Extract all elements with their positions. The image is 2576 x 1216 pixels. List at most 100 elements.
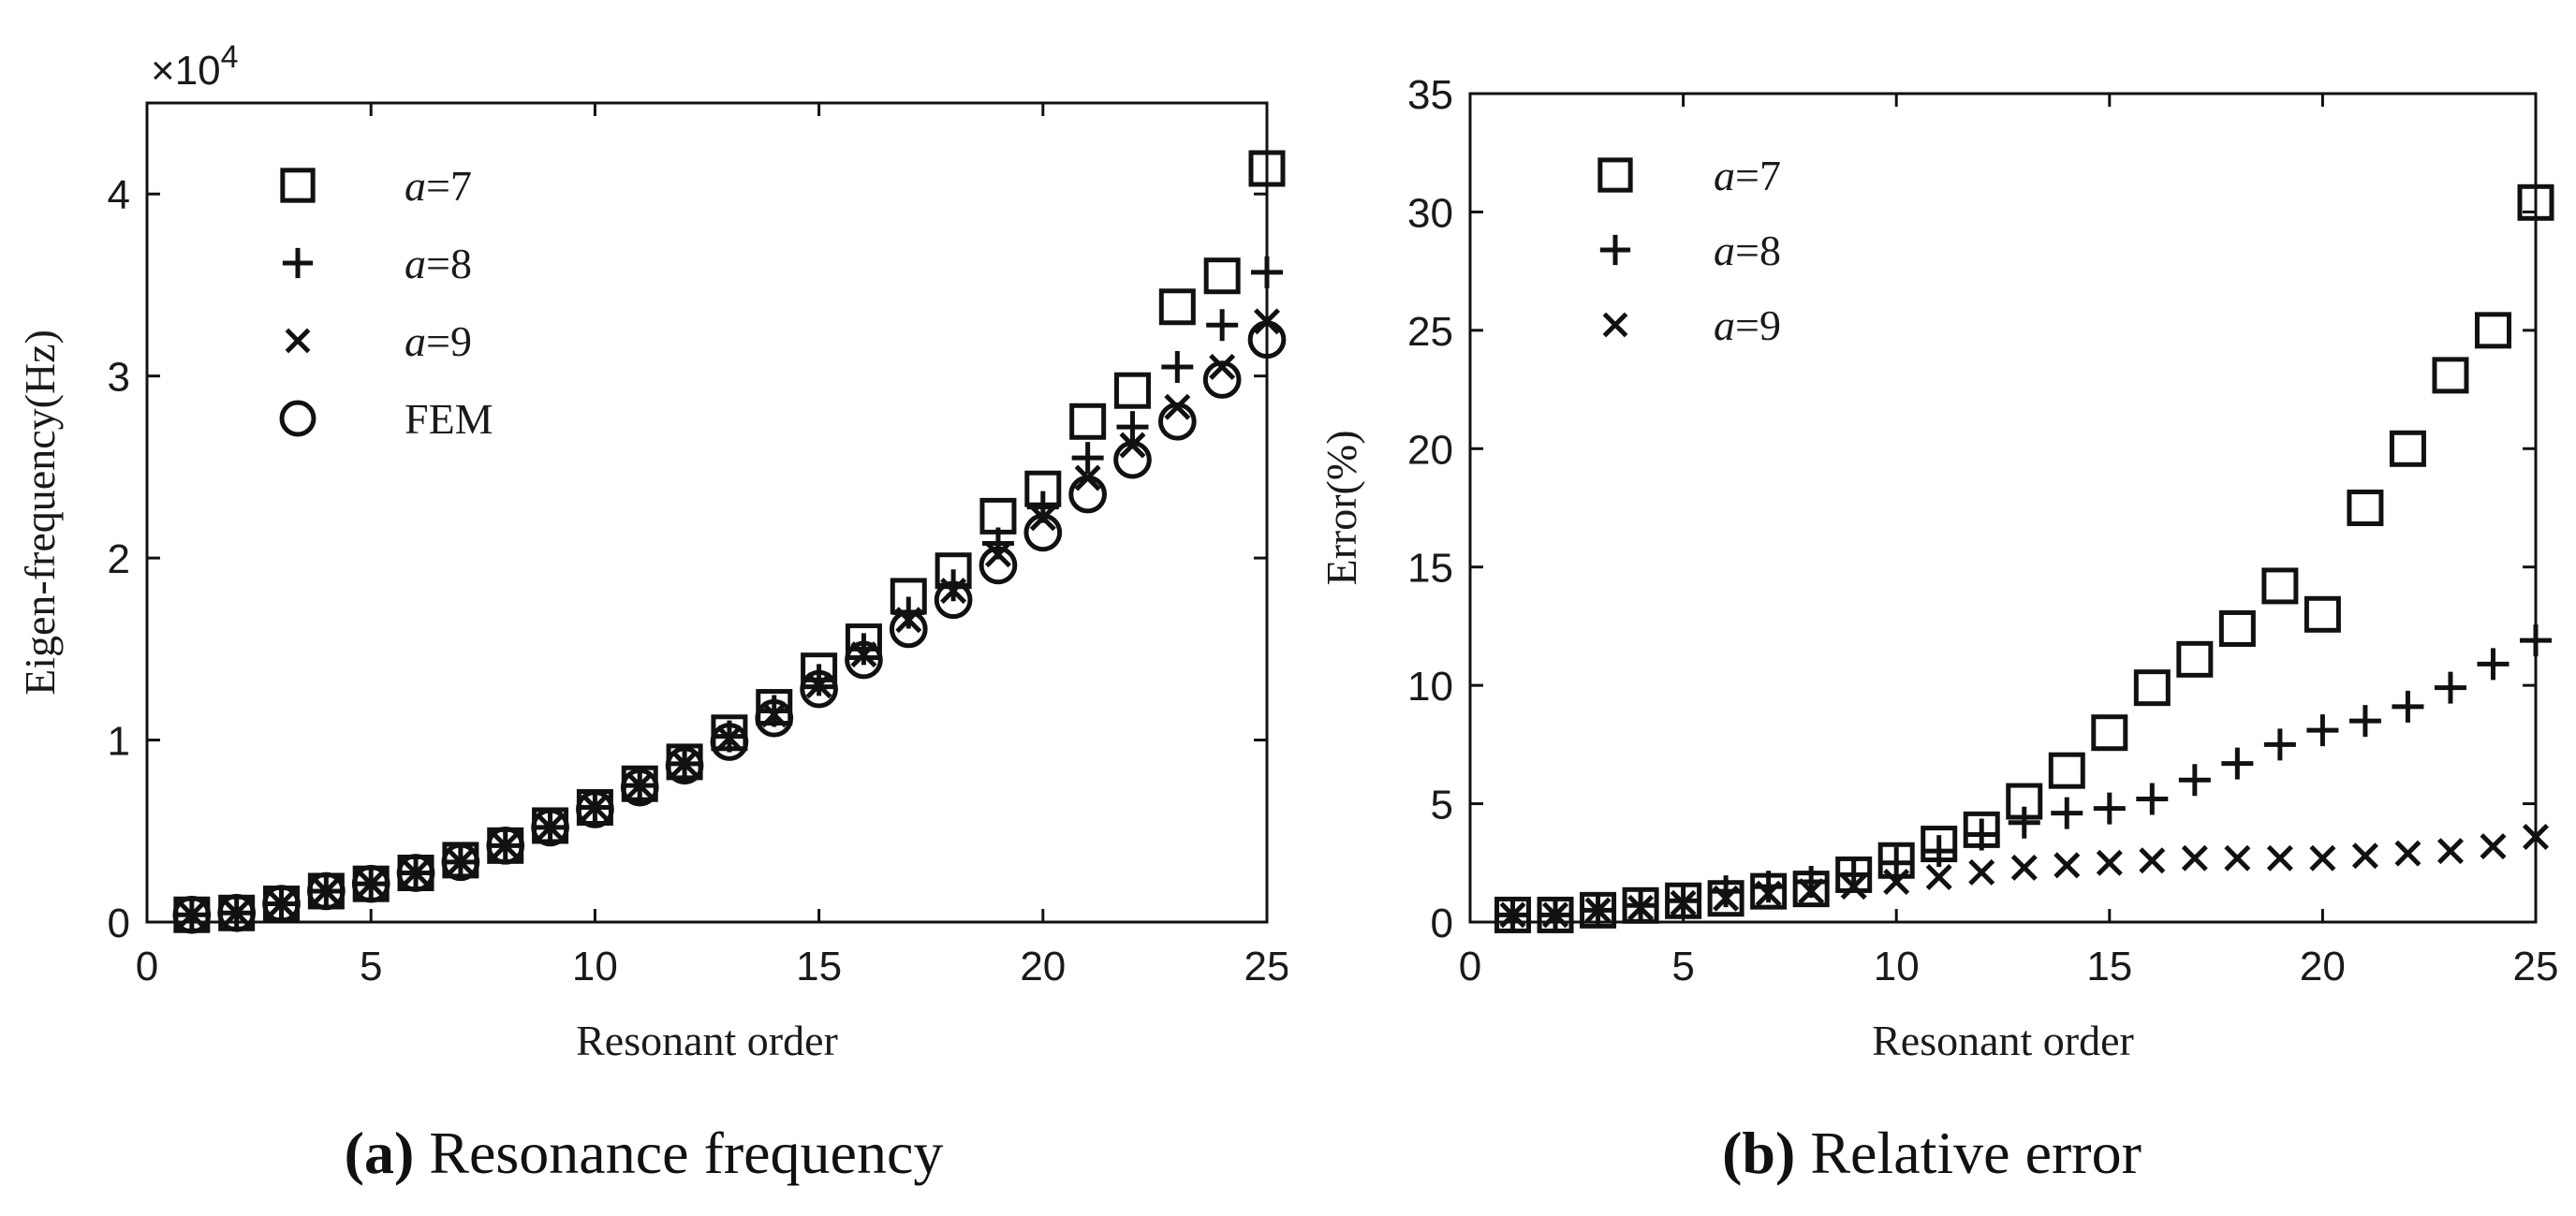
data-point xyxy=(2221,747,2254,780)
data-point xyxy=(620,768,659,807)
y-tick-label: 5 xyxy=(1431,783,1453,828)
data-point xyxy=(2266,844,2293,872)
x-tick-label: 0 xyxy=(1459,944,1481,989)
data-point xyxy=(1883,869,1910,896)
data-point xyxy=(1069,403,1107,440)
data-point xyxy=(447,848,474,875)
data-point xyxy=(1968,858,1995,886)
data-point xyxy=(1584,897,1612,924)
x-tick-label: 20 xyxy=(1020,944,1066,989)
data-point xyxy=(2263,728,2296,761)
data-point xyxy=(2474,312,2511,349)
plot-frame xyxy=(145,101,1269,924)
chart-resonance-frequency: 0 5 10 15 20 25 0 1 2 3 4 Resonant order Eigen-frequ… xyxy=(16,39,1288,1064)
x-tick-label: 25 xyxy=(2513,944,2559,989)
x-tick-label: 20 xyxy=(2300,944,2346,989)
axis-exponent-label: ×104 xyxy=(151,39,239,94)
data-point xyxy=(2053,852,2081,879)
x-tick-label: 10 xyxy=(1874,944,1920,989)
y-tick-label: 20 xyxy=(1407,427,1453,473)
data-point xyxy=(2347,490,2384,526)
data-point xyxy=(1247,320,1287,359)
data-point xyxy=(889,609,928,649)
caption-b: (b) Relative error xyxy=(1288,1119,2576,1188)
data-point xyxy=(2348,705,2381,738)
caption-tag: (a) xyxy=(344,1120,415,1186)
data-point xyxy=(2477,648,2510,681)
legend-marker xyxy=(282,247,314,279)
x-tick-label: 5 xyxy=(1671,944,1694,989)
legend-label: a=8 xyxy=(1714,227,1781,274)
y-tick-label: 25 xyxy=(1407,309,1453,355)
y-tick-label: 0 xyxy=(108,901,130,946)
x-tick-label: 5 xyxy=(360,944,382,989)
x-tick-label: 10 xyxy=(572,944,618,989)
data-point xyxy=(1206,309,1239,342)
legend-label: a=8 xyxy=(405,240,472,287)
data-point xyxy=(805,672,832,699)
data-point xyxy=(671,750,699,777)
data-point xyxy=(581,794,609,821)
y-tick-label: 15 xyxy=(1407,546,1453,592)
data-point xyxy=(934,580,973,620)
data-point xyxy=(1071,442,1104,475)
data-point xyxy=(1116,411,1149,444)
data-point xyxy=(576,790,614,828)
x-tick-label: 15 xyxy=(2086,944,2132,989)
data-point xyxy=(217,893,257,932)
data-point xyxy=(1755,880,1782,907)
series-square xyxy=(173,150,1286,933)
data-point xyxy=(1113,440,1152,479)
data-point xyxy=(984,541,1011,568)
data-point xyxy=(537,813,564,841)
data-point xyxy=(1023,513,1063,552)
legend-label-italic: a xyxy=(1714,227,1735,274)
panel-relative-error: 0 5 10 15 20 25 0 5 10 15 20 25 30 35 Resonant order Er… xyxy=(1288,0,2576,1216)
series-circle xyxy=(172,320,1287,934)
data-point xyxy=(2304,595,2341,633)
data-point xyxy=(531,808,569,847)
data-point xyxy=(2091,714,2128,752)
y-axis-title: Eigen-frequency(Hz) xyxy=(16,330,64,696)
y-tick-label: 1 xyxy=(108,719,130,765)
data-point xyxy=(441,842,480,882)
data-point xyxy=(262,885,301,923)
legend-label-italic: a xyxy=(405,162,426,210)
data-point xyxy=(1965,818,1998,851)
data-point xyxy=(2008,806,2040,839)
data-point xyxy=(2351,842,2378,870)
data-point xyxy=(396,854,435,892)
legend-label-text: =9 xyxy=(426,317,472,365)
caption-tag: (b) xyxy=(1722,1120,1796,1186)
data-point xyxy=(710,723,749,761)
legend-marker xyxy=(280,168,316,203)
data-point xyxy=(1158,288,1196,326)
series-square xyxy=(1494,183,2554,933)
series-plus xyxy=(1496,624,2552,931)
data-point xyxy=(845,640,883,680)
legend-marker xyxy=(1602,312,1628,338)
data-point xyxy=(1627,894,1655,921)
data-point xyxy=(172,895,212,934)
data-point xyxy=(2517,183,2554,221)
data-point xyxy=(2522,823,2550,850)
data-point xyxy=(2520,624,2552,657)
data-point xyxy=(1157,402,1197,441)
y-axis-title: Error(%) xyxy=(1317,430,1365,585)
data-point xyxy=(2093,792,2126,825)
data-point xyxy=(2261,567,2299,605)
data-point xyxy=(2096,849,2123,876)
data-point xyxy=(1202,360,1242,399)
caption-text: Relative error xyxy=(1810,1120,2142,1186)
data-point xyxy=(2224,844,2251,872)
data-point xyxy=(313,877,340,904)
data-point xyxy=(2394,840,2421,867)
x-tick-label: 25 xyxy=(1244,944,1288,989)
legend-label: a=9 xyxy=(405,317,472,365)
data-point xyxy=(715,725,743,752)
legend-label-italic: a xyxy=(1714,152,1735,199)
x-axis-title: Resonant order xyxy=(1872,1017,2134,1064)
x-axis-title: Resonant order xyxy=(576,1017,838,1064)
legend-marker xyxy=(279,400,316,437)
data-point xyxy=(223,900,250,927)
